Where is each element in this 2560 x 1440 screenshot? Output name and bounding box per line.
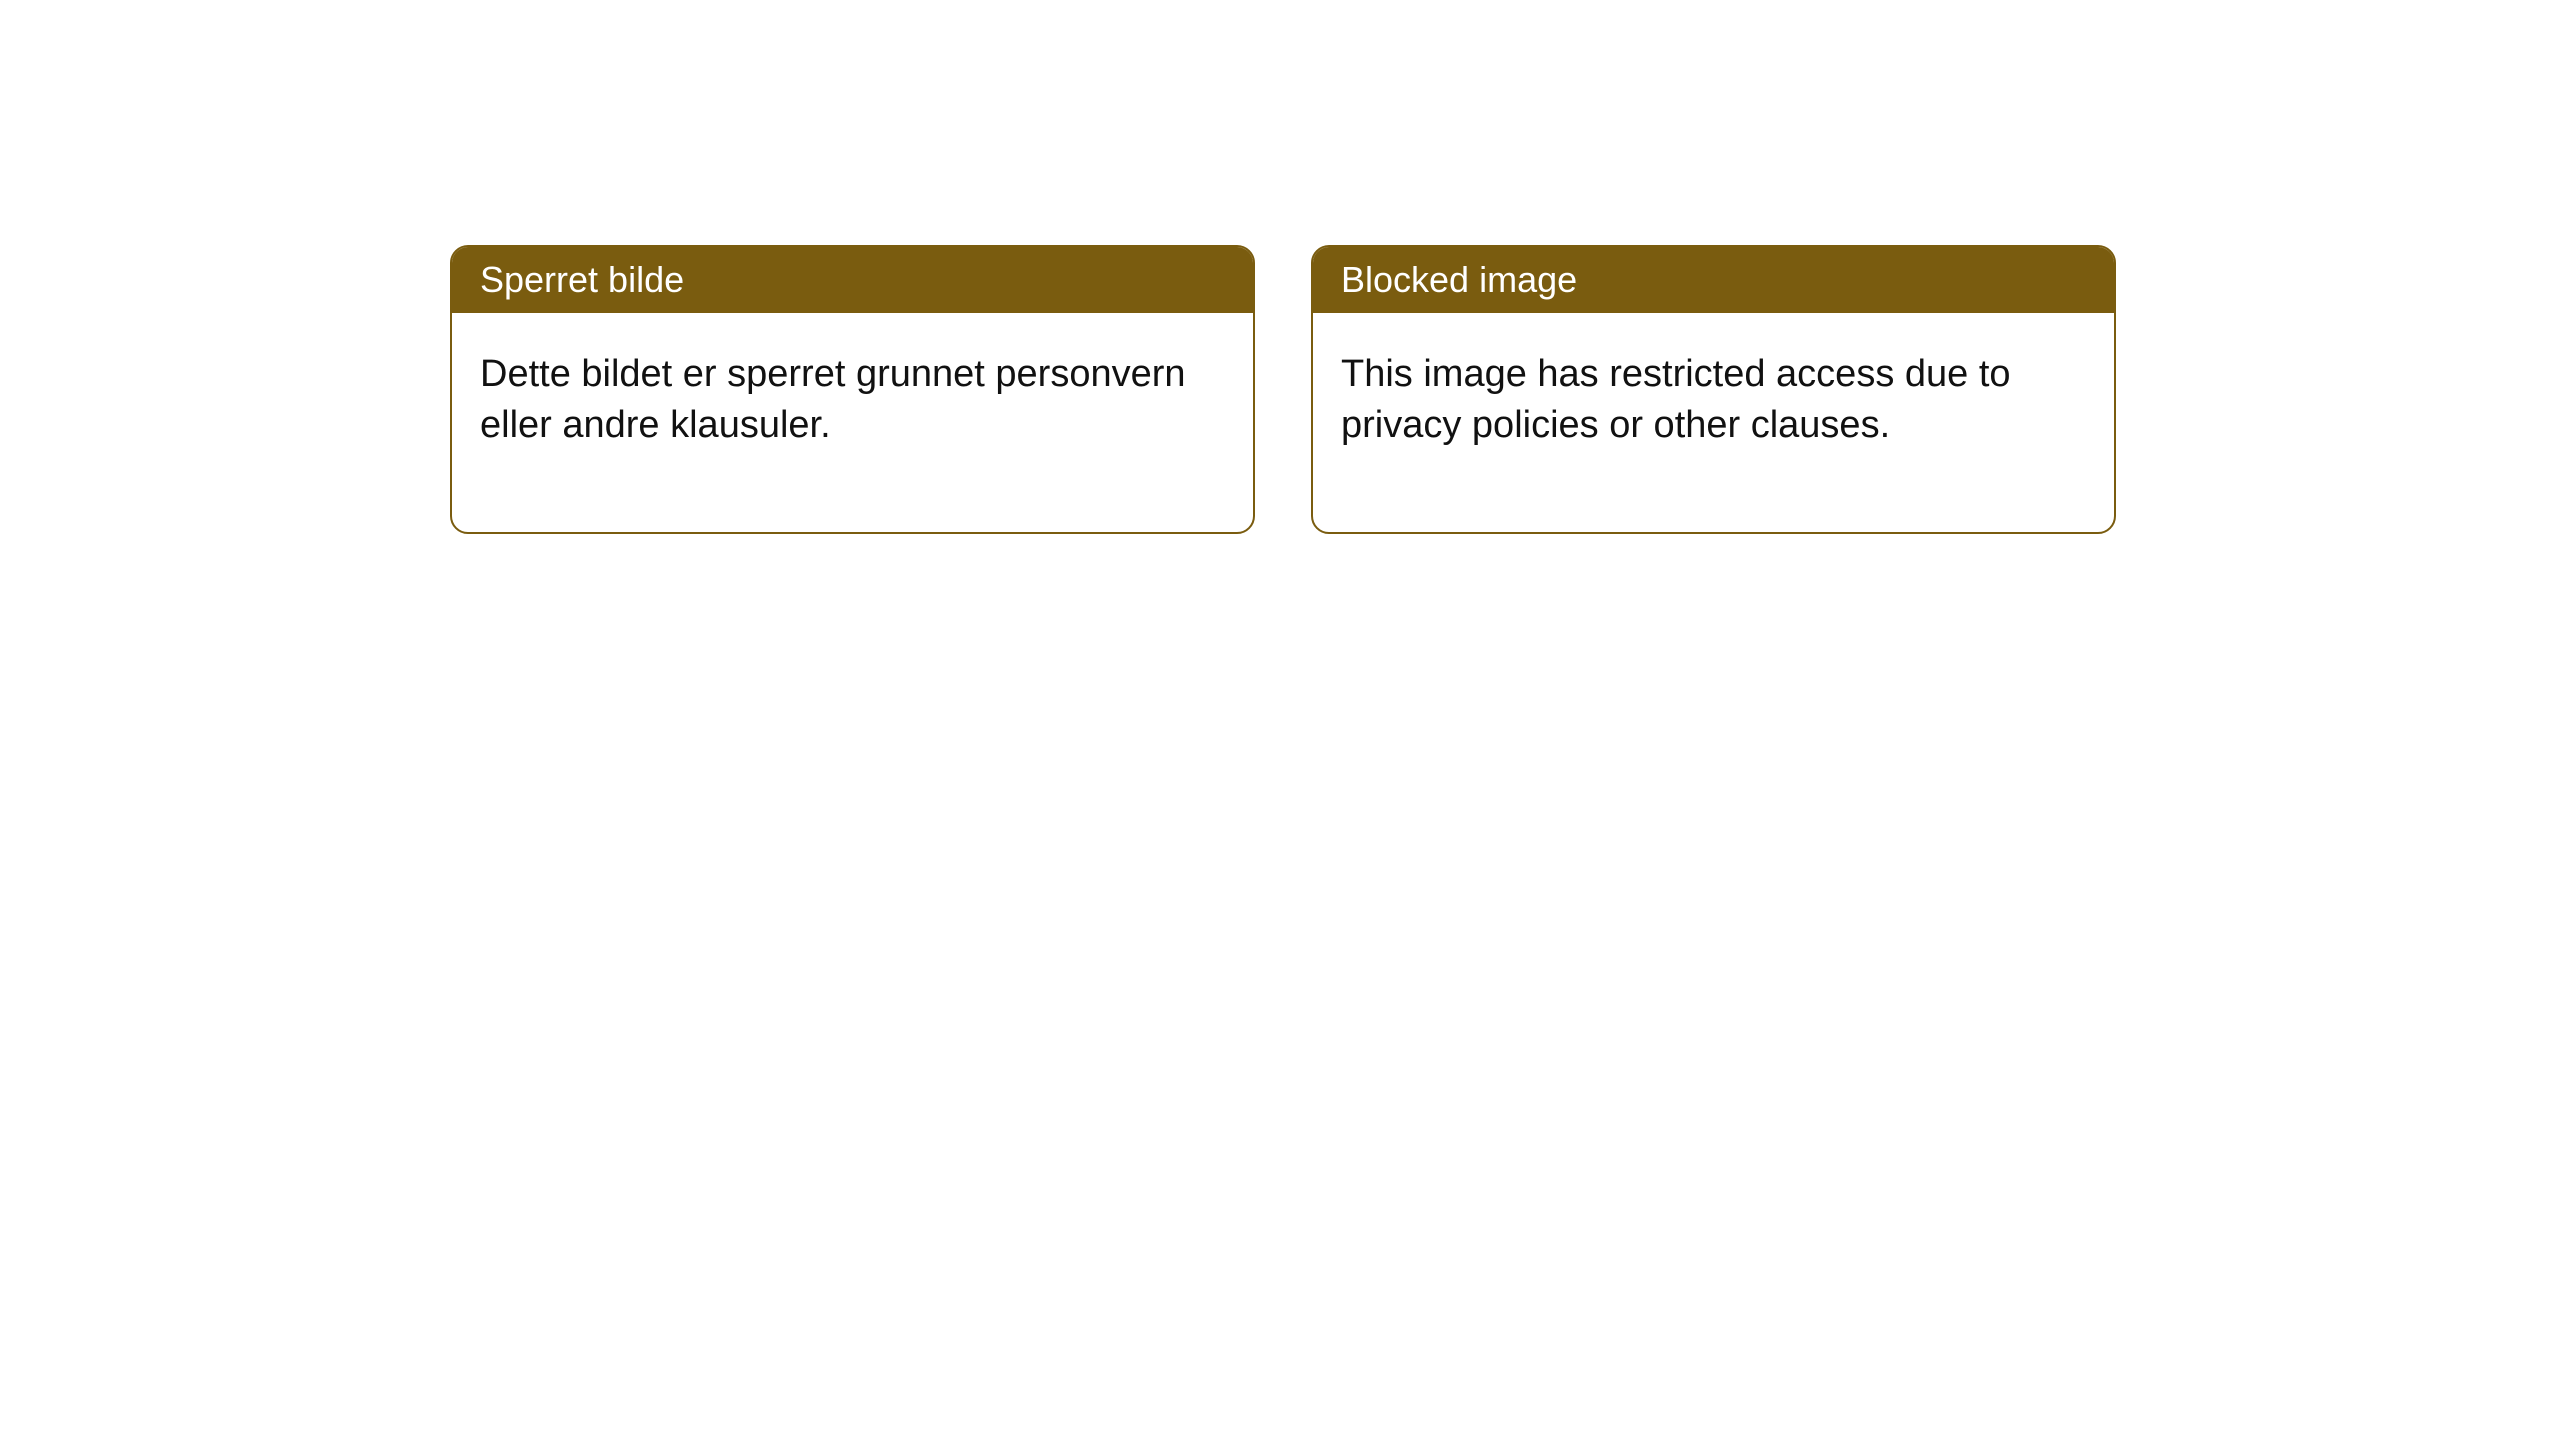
notice-container: Sperret bilde Dette bildet er sperret gr… (0, 0, 2560, 534)
notice-body-norwegian: Dette bildet er sperret grunnet personve… (452, 313, 1253, 532)
notice-header-english: Blocked image (1313, 247, 2114, 313)
notice-card-norwegian: Sperret bilde Dette bildet er sperret gr… (450, 245, 1255, 534)
notice-card-english: Blocked image This image has restricted … (1311, 245, 2116, 534)
notice-header-norwegian: Sperret bilde (452, 247, 1253, 313)
notice-body-english: This image has restricted access due to … (1313, 313, 2114, 532)
